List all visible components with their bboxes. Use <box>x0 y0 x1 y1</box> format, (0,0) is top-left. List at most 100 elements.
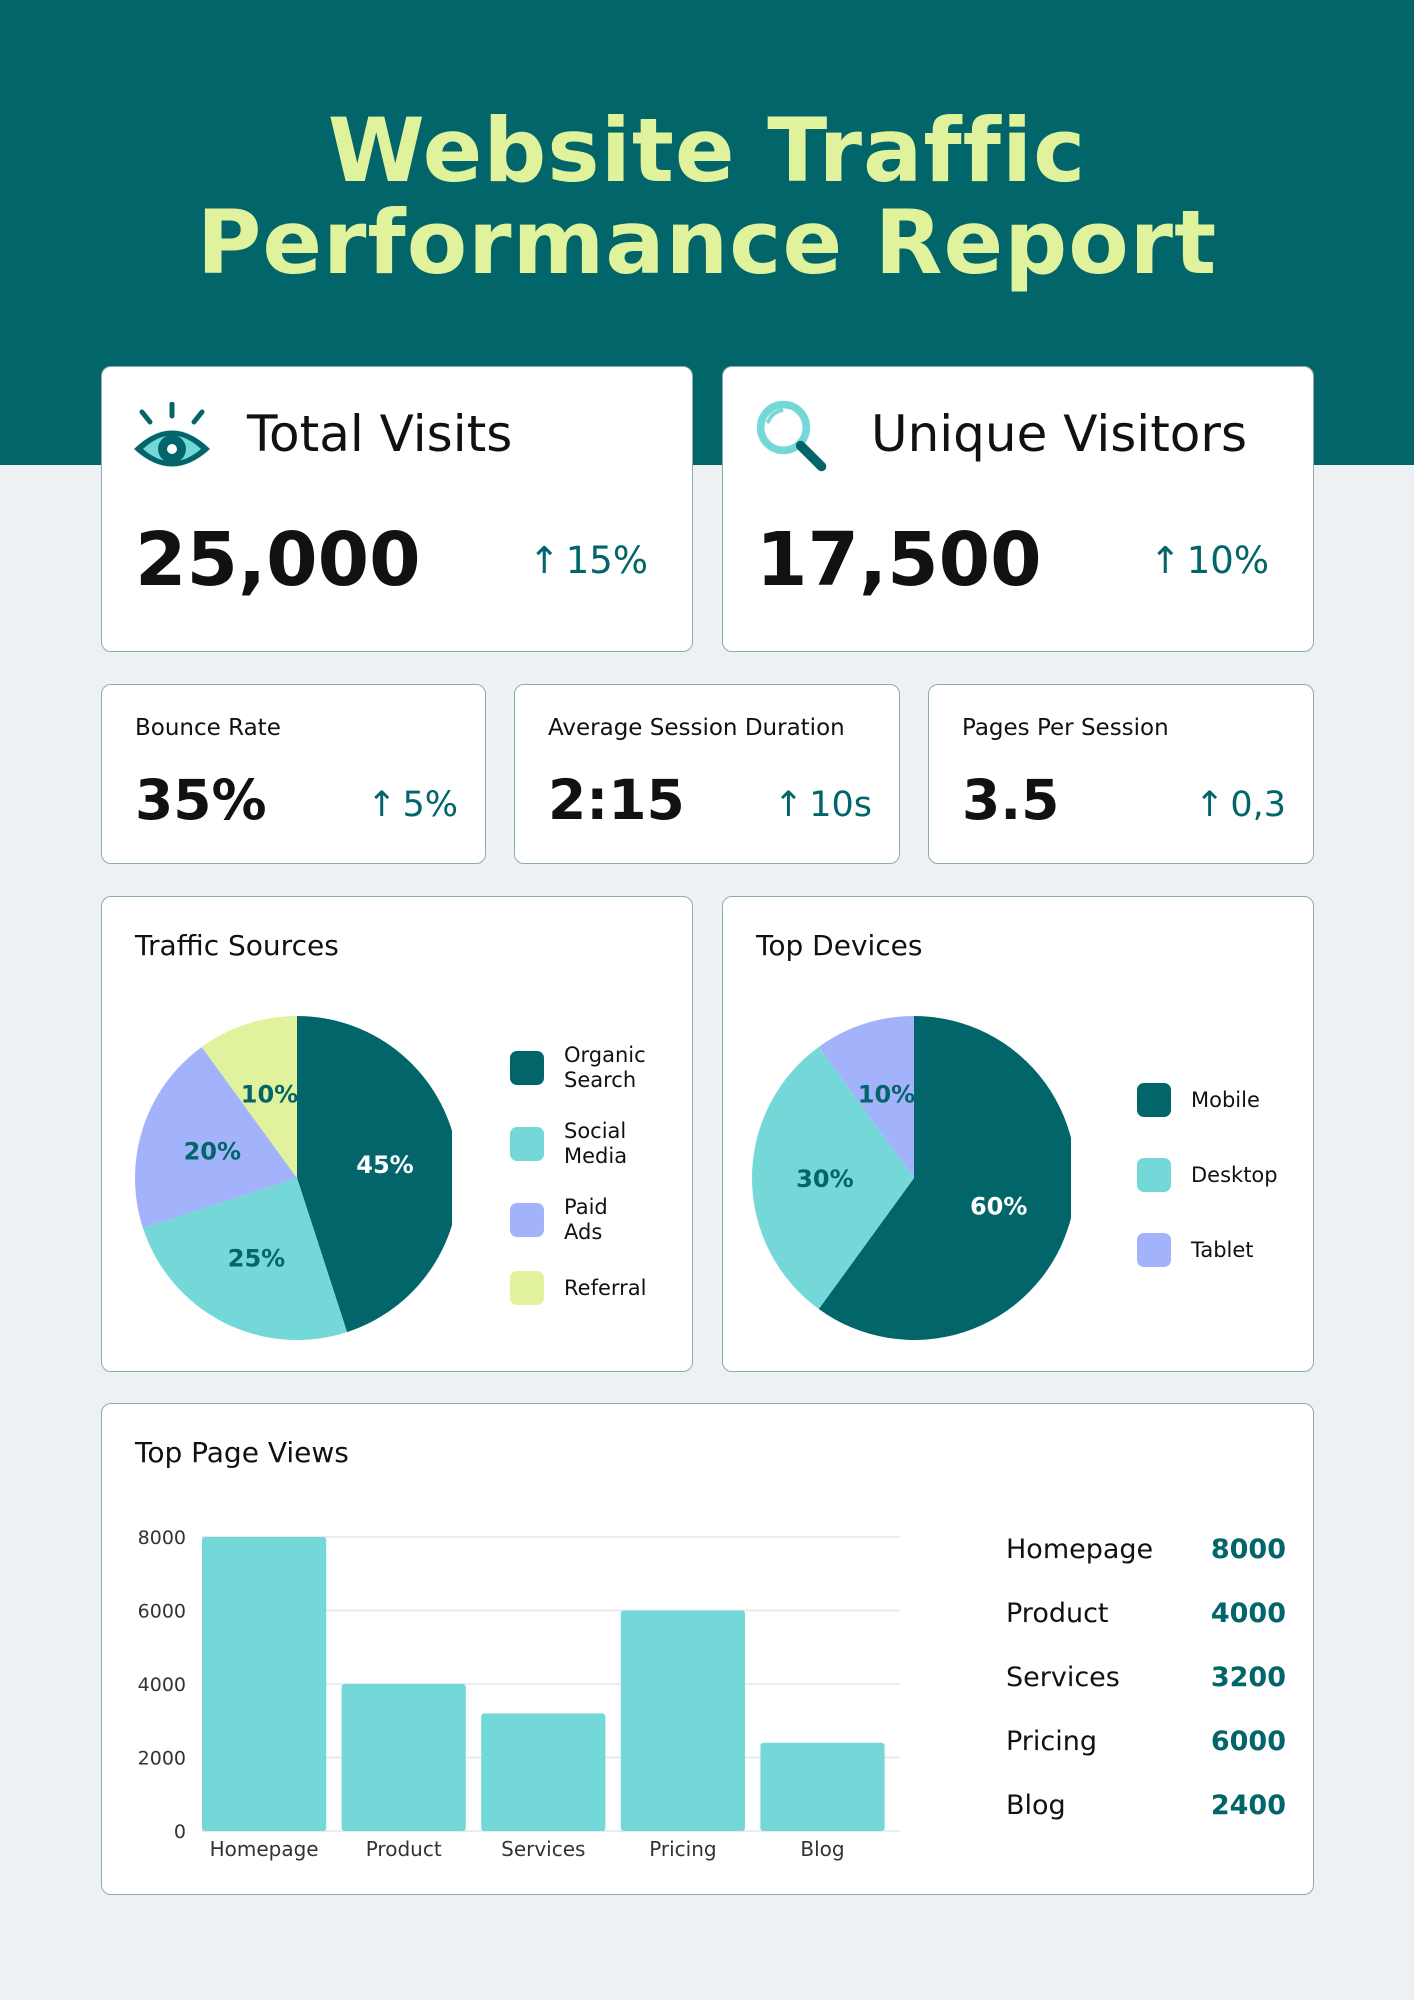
traffic-sources-slice-social-media <box>142 1178 348 1340</box>
traffic-sources-legend-label: Referral <box>564 1275 647 1300</box>
traffic-sources-legend-item: Referral <box>510 1271 646 1305</box>
total-visits-value: 25,000 <box>135 517 421 603</box>
bar-blog <box>760 1742 885 1831</box>
magnifier-icon <box>756 400 827 472</box>
arrow-up-icon: ↑ <box>367 785 397 825</box>
page-views-row-value: 6000 <box>1210 1726 1286 1757</box>
unique-visitors-value: 17,500 <box>756 517 1042 603</box>
avg-session-value: 2:15 <box>548 768 685 832</box>
top-devices-legend-item: Mobile <box>1137 1083 1260 1117</box>
top-devices-slice-label-desktop: 30% <box>796 1165 853 1193</box>
page-views-table-row: Pricing 6000 <box>1006 1726 1286 1766</box>
top-devices-legend-label: Mobile <box>1191 1087 1260 1112</box>
arrow-up-icon: ↑ <box>773 785 804 825</box>
pages-per-session-value: 3.5 <box>962 768 1060 832</box>
bounce-rate-label: Bounce Rate <box>135 715 281 741</box>
x-tick-label: Product <box>366 1837 442 1861</box>
traffic-sources-slice-label-referral: 10% <box>241 1080 298 1108</box>
traffic-sources-legend-swatch <box>510 1203 544 1237</box>
top-page-views-card: Top Page Views 0 2000 4000 6000 8000 Homepage… <box>101 1403 1314 1895</box>
traffic-sources-legend-swatch <box>510 1051 544 1085</box>
top-devices-pie: 60% 30% 10% <box>752 1016 1071 1340</box>
bar-pricing <box>620 1610 745 1831</box>
y-tick-label: 8000 <box>138 1527 186 1549</box>
page-views-row-value: 4000 <box>1210 1598 1286 1629</box>
top-devices-legend-label: Desktop <box>1191 1162 1278 1187</box>
top-page-views-title: Top Page Views <box>135 1436 349 1469</box>
page-views-row-value: 2400 <box>1210 1790 1286 1821</box>
unique-visitors-label: Unique Visitors <box>871 405 1248 463</box>
avg-session-card: Average Session Duration 2:15 ↑ 10s <box>514 684 900 864</box>
bounce-rate-delta-value: 5% <box>402 785 458 825</box>
avg-session-delta-value: 10s <box>809 785 872 825</box>
page-views-row-label: Pricing <box>1006 1726 1098 1757</box>
traffic-sources-legend-label: Organic Search <box>564 1043 646 1092</box>
page-views-table-row: Homepage 8000 <box>1006 1534 1286 1574</box>
avg-session-delta: ↑ 10s <box>774 785 872 825</box>
traffic-sources-slice-referral <box>201 1016 297 1178</box>
top-devices-slice-label-mobile: 60% <box>970 1193 1027 1221</box>
bar-services <box>481 1713 606 1831</box>
top-devices-legend-swatch <box>1137 1083 1171 1117</box>
page-title: Website Traffic Performance Report <box>0 105 1414 289</box>
traffic-sources-slice-label-organic-search: 45% <box>356 1151 413 1179</box>
page-views-row-label: Homepage <box>1006 1534 1154 1565</box>
y-tick-label: 6000 <box>138 1601 186 1623</box>
x-tick-label: Blog <box>800 1837 844 1861</box>
traffic-sources-legend-label: Social Media <box>564 1119 628 1168</box>
top-devices-slice-desktop <box>752 1046 914 1310</box>
traffic-sources-legend-item: Organic Search <box>510 1043 646 1093</box>
pages-per-session-card: Pages Per Session 3.5 ↑ 0,3 <box>928 684 1314 864</box>
traffic-sources-pie: 45% 25% 20% 10% <box>135 1016 452 1340</box>
top-devices-legend-swatch <box>1137 1233 1171 1267</box>
page-views-row-value: 3200 <box>1210 1662 1286 1693</box>
page-views-row-label: Blog <box>1006 1790 1066 1821</box>
eye-icon <box>134 402 210 467</box>
bounce-rate-card: Bounce Rate 35% ↑ 5% <box>101 684 486 864</box>
x-tick-label: Services <box>501 1837 585 1861</box>
top-devices-legend-swatch <box>1137 1158 1171 1192</box>
total-visits-delta-value: 15% <box>565 539 648 582</box>
page-views-table-row: Product 4000 <box>1006 1598 1286 1638</box>
total-visits-label: Total Visits <box>247 405 513 463</box>
traffic-sources-title: Traffic Sources <box>135 929 339 962</box>
top-devices-legend-item: Desktop <box>1137 1158 1278 1192</box>
bounce-rate-delta: ↑ 5% <box>367 785 458 825</box>
page-views-table-row: Services 3200 <box>1006 1662 1286 1702</box>
pages-per-session-delta: ↑ 0,3 <box>1195 785 1286 825</box>
page-views-bar-chart: 0 2000 4000 6000 8000 Homepage Product Services… <box>138 1527 900 1861</box>
top-devices-card: Top Devices 60% 30% 10% Mobile Desktop Table… <box>722 896 1314 1372</box>
traffic-sources-legend-item: Paid Ads <box>510 1195 608 1245</box>
page-views-row-label: Services <box>1006 1662 1120 1693</box>
page-title-line-2: Performance Report <box>196 191 1218 294</box>
unique-visitors-card: Unique Visitors 17,500 ↑ 10% <box>722 366 1314 652</box>
top-devices-slice-mobile <box>818 1016 1071 1340</box>
pages-per-session-delta-value: 0,3 <box>1230 785 1286 825</box>
avg-session-label: Average Session Duration <box>548 715 845 741</box>
top-devices-slice-tablet <box>818 1016 914 1178</box>
traffic-sources-legend-label: Paid Ads <box>564 1195 608 1244</box>
unique-visitors-delta: ↑ 10% <box>1150 539 1269 582</box>
bar-homepage <box>202 1537 327 1831</box>
arrow-up-icon: ↑ <box>1149 539 1181 582</box>
bounce-rate-value: 35% <box>135 768 267 832</box>
x-tick-label: Homepage <box>210 1837 319 1861</box>
bar-product <box>341 1684 466 1831</box>
traffic-sources-slice-label-paid-ads: 20% <box>184 1138 241 1166</box>
pages-per-session-label: Pages Per Session <box>962 715 1169 741</box>
traffic-sources-legend-item: Social Media <box>510 1119 627 1169</box>
page-views-row-label: Product <box>1006 1598 1109 1629</box>
traffic-sources-legend-swatch <box>510 1271 544 1305</box>
page-views-table-row: Blog 2400 <box>1006 1790 1286 1830</box>
x-tick-label: Pricing <box>649 1837 716 1861</box>
traffic-sources-legend-swatch <box>510 1127 544 1161</box>
top-devices-slice-label-tablet: 10% <box>858 1080 915 1108</box>
y-tick-label: 0 <box>174 1821 186 1843</box>
total-visits-delta: ↑ 15% <box>529 539 648 582</box>
unique-visitors-delta-value: 10% <box>1186 539 1269 582</box>
page-views-row-value: 8000 <box>1210 1534 1286 1565</box>
traffic-sources-legend: Organic Search Social Media Paid Ads Referral <box>510 1043 680 1343</box>
top-devices-legend-item: Tablet <box>1137 1233 1254 1267</box>
traffic-sources-card: Traffic Sources 45% 25% 20% 10% Organic Sear… <box>101 896 693 1372</box>
traffic-sources-slice-paid-ads <box>135 1046 297 1229</box>
